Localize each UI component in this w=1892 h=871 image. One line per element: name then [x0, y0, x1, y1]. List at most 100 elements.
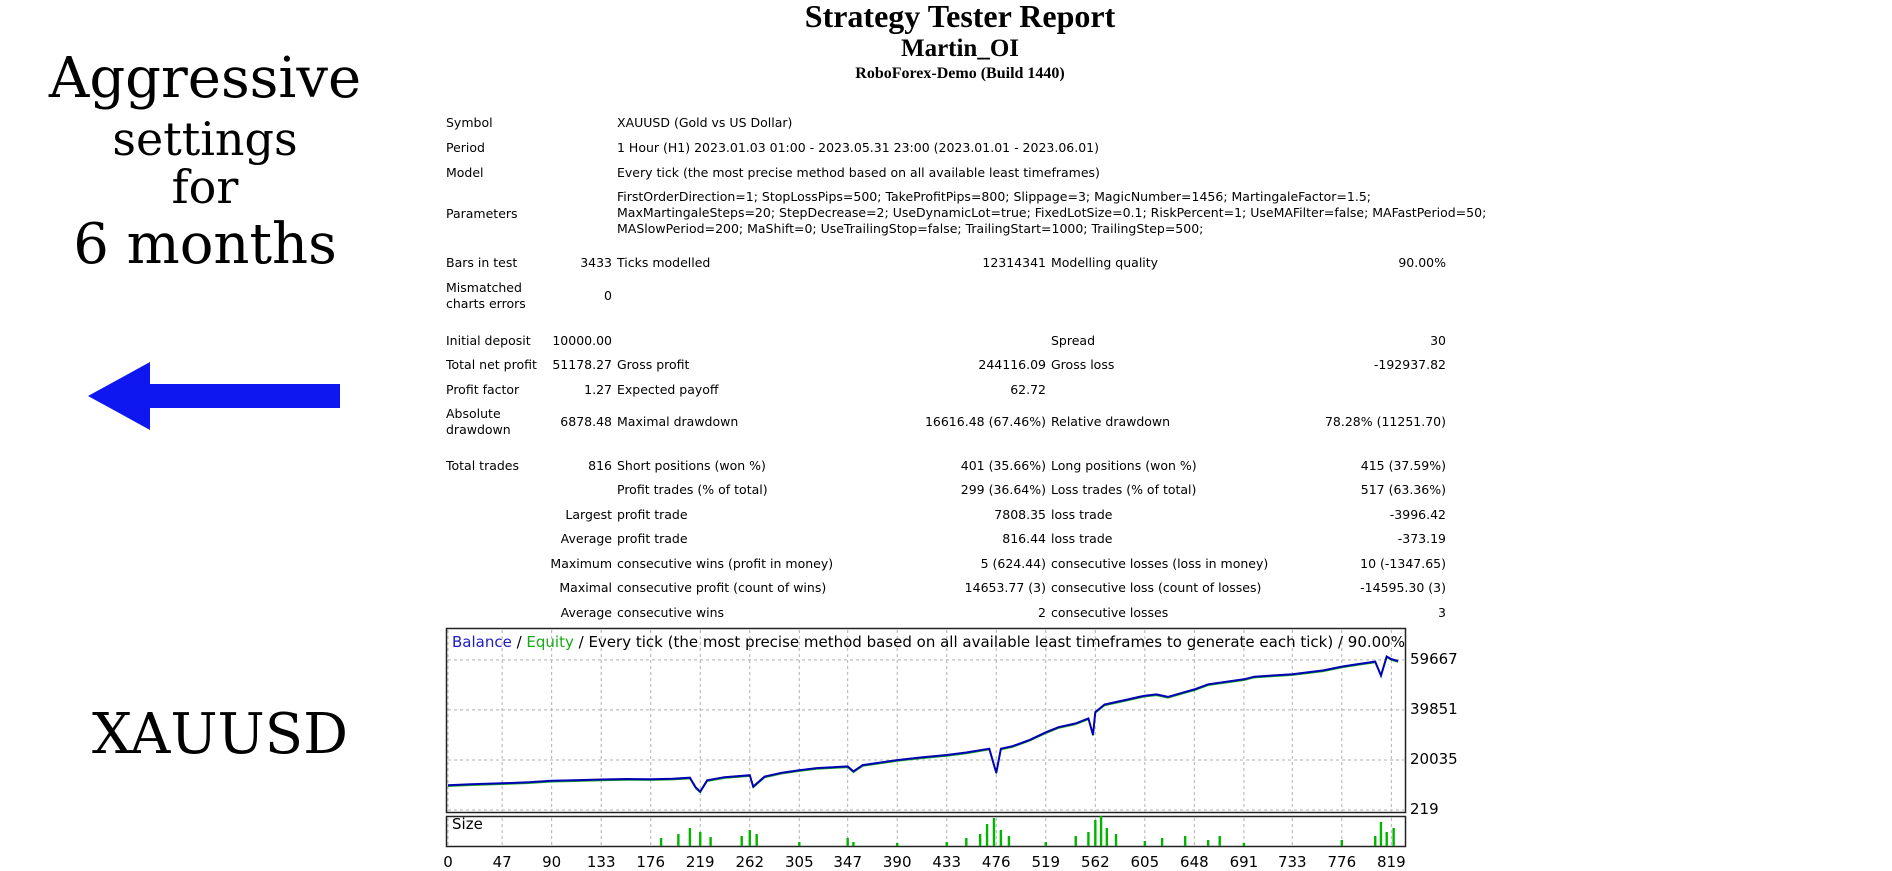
x-tick-label: 305 — [784, 853, 814, 871]
main-plot-frame — [445, 627, 1407, 814]
model-label: Model — [446, 165, 484, 180]
size-bar-31 — [1242, 843, 1246, 846]
size-bar-9 — [846, 838, 849, 846]
largest-label: Largest — [565, 507, 612, 522]
x-tick-label: 47 — [492, 853, 512, 871]
legend-balance: Balance — [452, 633, 512, 651]
x-tick-label: 433 — [932, 853, 962, 871]
symbol-value: XAUUSD (Gold vs US Dollar) — [617, 115, 793, 130]
legend-equity: Equity — [526, 633, 574, 651]
promo-line-months: 6 months — [73, 212, 337, 277]
x-tick-label: 605 — [1130, 853, 1160, 871]
period-value: 1 Hour (H1) 2023.01.03 01:00 - 2023.05.3… — [617, 140, 1100, 155]
largest-loss-value: -3996.42 — [1389, 507, 1446, 522]
size-bar-5 — [740, 836, 743, 846]
x-tick-label: 390 — [882, 853, 912, 871]
balance-chart-svg — [445, 627, 1407, 848]
short-positions-value: 401 (35.66%) — [960, 458, 1046, 473]
average-loss-label: loss trade — [1051, 531, 1113, 546]
parameters-label: Parameters — [446, 206, 518, 221]
server-build: RoboForex-Demo (Build 1440) — [855, 65, 1065, 82]
bars-value: 3433 — [580, 255, 612, 270]
profit-factor-value: 1.27 — [584, 382, 612, 397]
avg-losses-label: consecutive losses — [1051, 605, 1169, 620]
y-tick-label: 219 — [1410, 800, 1439, 818]
largest-loss-label: loss trade — [1051, 507, 1113, 522]
size-bar-17 — [999, 830, 1003, 846]
size-bar-28 — [1183, 836, 1187, 846]
size-bar-6 — [748, 830, 751, 846]
size-bar-11 — [896, 843, 899, 846]
promo-line-for: for — [171, 160, 239, 214]
x-tick-label: 219 — [685, 853, 715, 871]
size-bar-22 — [1094, 820, 1097, 846]
expected-payoff-label: Expected payoff — [617, 382, 719, 397]
max-drawdown-value: 16616.48 (67.46%) — [924, 414, 1046, 429]
size-bar-15 — [985, 824, 989, 846]
net-profit-label: Total net profit — [446, 357, 537, 372]
size-bar-24 — [1105, 828, 1109, 846]
expert-name: Martin_OI — [900, 35, 1020, 62]
promo-line-settings: settings — [112, 112, 298, 166]
size-bar-16 — [992, 818, 996, 846]
abs-drawdown-label-2: drawdown — [446, 422, 511, 437]
gross-loss-value: -192937.82 — [1373, 357, 1446, 372]
parameters-line-3: MASlowPeriod=200; MaShift=0; UseTrailing… — [617, 221, 1204, 236]
size-bar-13 — [965, 838, 968, 846]
symbol-label: Symbol — [446, 115, 493, 130]
size-bar-3 — [699, 832, 702, 846]
x-tick-label: 519 — [1031, 853, 1061, 871]
profit-factor-label: Profit factor — [446, 382, 520, 397]
mismatch-value: 0 — [604, 288, 612, 303]
avg-wins-value: 2 — [1038, 605, 1046, 620]
ticks-value: 12314341 — [982, 255, 1046, 270]
maximal-loss-label: consecutive loss (count of losses) — [1051, 580, 1262, 595]
ticks-label: Ticks modelled — [617, 255, 711, 270]
max-drawdown-label: Maximal drawdown — [617, 414, 739, 429]
max-losses-value: 10 (-1347.65) — [1360, 556, 1446, 571]
average-label: Average — [560, 531, 612, 546]
rel-drawdown-value: 78.28% (11251.70) — [1324, 414, 1446, 429]
quality-value: 90.00% — [1398, 255, 1446, 270]
size-bar-35 — [1385, 832, 1388, 846]
parameters-line-2: MaxMartingaleSteps=20; StepDecrease=2; U… — [617, 205, 1487, 220]
rel-drawdown-label: Relative drawdown — [1051, 414, 1171, 429]
x-tick-label: 776 — [1327, 853, 1357, 871]
long-positions-value: 415 (37.59%) — [1360, 458, 1446, 473]
size-bar-29 — [1206, 840, 1210, 846]
size-bar-36 — [1392, 828, 1395, 846]
maximal-loss-value: -14595.30 (3) — [1360, 580, 1446, 595]
size-bar-2 — [688, 828, 692, 846]
total-trades-label: Total trades — [446, 458, 520, 473]
loss-trades-label: Loss trades (% of total) — [1051, 482, 1197, 497]
size-bar-8 — [798, 842, 801, 846]
size-bar-21 — [1087, 832, 1090, 846]
legend-description: / Every tick (the most precise method ba… — [573, 633, 1405, 651]
report-title: Strategy Tester Report — [804, 0, 1116, 34]
size-bar-19 — [1044, 842, 1047, 846]
y-tick-label: 20035 — [1410, 749, 1458, 768]
period-label: Period — [446, 140, 485, 155]
deposit-label: Initial deposit — [446, 333, 531, 348]
avg-wins-label: consecutive wins — [617, 605, 725, 620]
size-bar-20 — [1074, 836, 1077, 846]
average-profit-label: profit trade — [617, 531, 688, 546]
deposit-value: 10000.00 — [552, 333, 612, 348]
size-bar-34 — [1379, 822, 1383, 846]
x-tick-label: 0 — [443, 853, 453, 871]
y-tick-label: 59667 — [1410, 649, 1458, 668]
long-positions-label: Long positions (won %) — [1051, 458, 1197, 473]
size-bar-1 — [677, 834, 680, 846]
x-tick-label: 347 — [833, 853, 862, 871]
size-bar-10 — [852, 842, 855, 846]
gross-profit-label: Gross profit — [617, 357, 690, 372]
size-bar-23 — [1099, 816, 1103, 846]
chart-legend: Balance / Equity / Every tick (the most … — [452, 633, 1405, 651]
size-bar-7 — [755, 834, 758, 846]
promo-panel: Aggressive settings for 6 months XAUUSD — [0, 0, 430, 869]
net-profit-value: 51178.27 — [552, 357, 612, 372]
maximum-label: Maximum — [550, 556, 612, 571]
maximal-profit-label: consecutive profit (count of wins) — [617, 580, 827, 595]
maximal-label: Maximal — [559, 580, 612, 595]
size-bar-18 — [1007, 836, 1011, 846]
